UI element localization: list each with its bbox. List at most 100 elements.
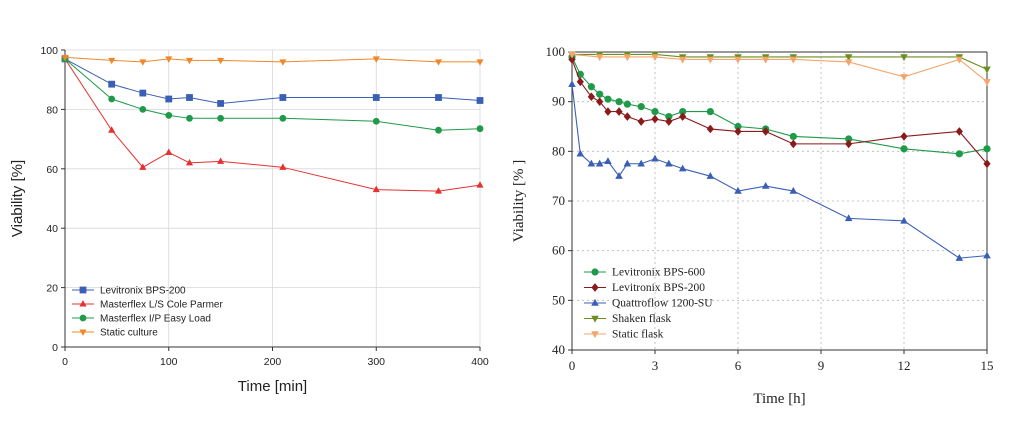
data-point (615, 98, 623, 106)
data-point (108, 126, 116, 133)
series-line (571, 59, 988, 165)
data-point (734, 186, 742, 194)
x-axis-label: Time [min] (238, 378, 307, 395)
data-point (217, 100, 225, 107)
data-point (761, 181, 770, 189)
data-point (651, 114, 659, 124)
data-point (623, 112, 631, 121)
series-line (571, 56, 988, 155)
data-point (434, 187, 443, 194)
data-point (139, 106, 147, 113)
data-point (983, 159, 991, 169)
legend: Levitronix BPS-600 Levitronix BPS-200 Quat… (584, 267, 713, 341)
x-tick-label: 300 (367, 356, 385, 368)
x-tick-label: 12 (898, 358, 911, 373)
data-point (845, 139, 853, 149)
data-point (476, 125, 484, 133)
data-point (108, 95, 116, 103)
data-point (789, 139, 797, 149)
data-point (789, 56, 798, 64)
data-point (637, 117, 645, 126)
data-point (983, 66, 991, 74)
data-point (372, 117, 380, 125)
legend-swatch-marker (79, 329, 87, 336)
data-point (706, 108, 714, 116)
data-series (568, 51, 991, 86)
legend-entry: Levitronix BPS-600 (612, 267, 705, 279)
x-tick-label: 3 (652, 358, 659, 373)
series-line (64, 56, 480, 63)
data-series (61, 55, 484, 194)
data-point (679, 108, 687, 116)
data-point (789, 186, 798, 194)
data-point (844, 54, 853, 62)
data-point (185, 158, 194, 166)
series-line (64, 58, 481, 104)
y-tick-label: 50 (552, 292, 565, 307)
data-point (706, 56, 715, 64)
data-point (665, 159, 673, 167)
data-point (900, 74, 908, 81)
data-point (679, 112, 687, 121)
y-tick-label: 100 (546, 44, 566, 59)
data-point (734, 127, 742, 136)
legend-entry: Levitronix BPS-200 (612, 282, 705, 294)
series-line (571, 84, 988, 259)
data-point (955, 150, 963, 158)
legend-swatch-marker (79, 300, 87, 307)
y-tick-label: 100 (40, 45, 58, 57)
data-point (678, 56, 687, 64)
y-tick-label: 60 (46, 164, 58, 176)
y-tick-label: 70 (552, 193, 565, 208)
data-point (900, 54, 908, 62)
data-point (372, 94, 380, 101)
data-point (604, 107, 612, 116)
data-point (435, 94, 442, 101)
legend-entry: Static flask (612, 329, 664, 341)
data-point (596, 97, 604, 106)
data-point (217, 157, 225, 164)
data-point (615, 172, 623, 179)
y-tick-label: 80 (46, 104, 58, 116)
data-point (108, 57, 116, 65)
data-point (706, 172, 715, 179)
data-point (568, 80, 576, 87)
series-line (64, 58, 481, 192)
legend: Levitronix BPS-200 Masterflex L/S Cole Pa… (72, 286, 223, 339)
data-point (623, 54, 632, 62)
data-point (165, 56, 173, 63)
x-tick-label: 0 (569, 358, 576, 373)
legend-swatch-marker (79, 314, 87, 322)
legend-entry: Static culture (100, 328, 158, 339)
data-point (372, 185, 380, 193)
data-point (900, 216, 908, 224)
x-tick-label: 15 (981, 358, 994, 373)
data-point (139, 163, 147, 170)
data-point (844, 59, 853, 67)
data-point (165, 111, 173, 119)
legend-swatch-marker (591, 315, 599, 323)
data-point (900, 145, 908, 153)
data-point (568, 51, 576, 59)
data-series (568, 51, 991, 74)
data-point (623, 100, 631, 108)
data-point (587, 92, 595, 102)
data-point (678, 164, 687, 172)
legend-swatch-marker (79, 286, 87, 294)
data-point (165, 95, 173, 103)
data-point (734, 56, 742, 64)
right-chart: 0 3 6 9 12 15 40 50 60 70 80 90 100 Time [h] Viability… (511, 44, 994, 407)
data-point (983, 79, 991, 86)
data-point (651, 154, 659, 162)
data-point (844, 214, 853, 222)
legend-swatch-marker (591, 268, 599, 276)
data-point (108, 80, 116, 88)
legend-entry: Quattroflow 1200-SU (612, 298, 713, 310)
data-point (762, 127, 770, 136)
data-point (435, 126, 442, 134)
data-point (279, 59, 287, 66)
data-point (734, 122, 742, 131)
data-point (665, 117, 673, 126)
y-tick-label: 60 (552, 243, 565, 258)
left-chart: 0 100 200 300 400 0 20 40 60 80 100 Time [min] Viabi… (9, 45, 489, 395)
